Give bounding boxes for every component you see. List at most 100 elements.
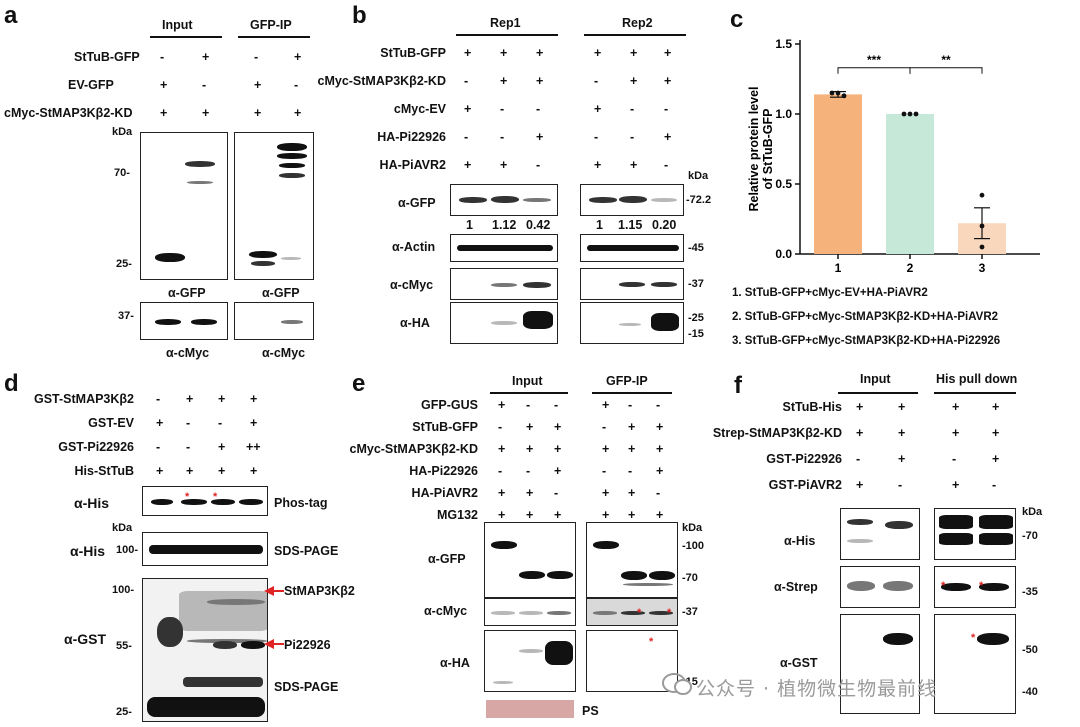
blot-rep1-actin — [450, 234, 558, 262]
antibody-label: α-cMyc — [262, 346, 306, 360]
row-label: cMyc-StMAP3Kβ2-KD — [4, 106, 133, 120]
arrows — [264, 586, 284, 649]
blot-sds-his — [142, 532, 268, 566]
kda-label: kDa — [112, 126, 133, 138]
sign: - — [554, 486, 559, 500]
mw-marker: -37 — [682, 606, 698, 618]
sign: - — [500, 102, 505, 116]
sign: + — [526, 508, 534, 522]
legend-entry: 2. StTuB-GFP+cMyc-StMAP3Kβ2-KD+HA-PiAVR2 — [732, 311, 999, 323]
row-label: cMyc-EV — [393, 102, 446, 116]
sign: - — [156, 392, 161, 406]
sign: - — [628, 464, 633, 478]
antibody-label: α-His — [74, 495, 110, 511]
sign: - — [594, 130, 599, 144]
row-label: MG132 — [437, 508, 478, 522]
row-label: cMyc-StMAP3Kβ2-KD — [317, 74, 447, 88]
antibody-label: α-Actin — [392, 240, 436, 254]
sign: + — [218, 392, 226, 406]
sign: - — [498, 420, 503, 434]
y-axis-label: Relative protein level — [747, 86, 761, 211]
sign: - — [160, 50, 165, 64]
mw-marker: 100- — [116, 544, 139, 556]
sign: + — [526, 486, 534, 500]
sign: - — [536, 158, 541, 172]
blot-pull-his — [934, 508, 1016, 560]
sign: + — [554, 442, 562, 456]
panel-letter-b: b — [352, 2, 367, 29]
sign: - — [500, 130, 505, 144]
sign: - — [526, 464, 531, 478]
sign: + — [594, 102, 602, 116]
note-phostag: Phos-tag — [274, 496, 328, 510]
row-label: GST-EV — [88, 416, 134, 430]
sign: + — [992, 400, 1000, 414]
mw-marker: 70- — [114, 167, 130, 179]
mw-marker: 100- — [112, 584, 135, 596]
blot-pull-strep: * * — [934, 566, 1016, 608]
mw-marker: -40 — [1022, 686, 1038, 698]
data-point — [907, 111, 913, 117]
mw-marker: 25- — [116, 706, 132, 718]
sign: + — [952, 400, 960, 414]
row-label: HA-Pi22926 — [409, 464, 478, 478]
antibody-label: α-GFP — [428, 552, 466, 566]
quant-value: 1.15 — [618, 218, 643, 232]
sign: - — [218, 416, 223, 430]
blot-rep1-gfp — [450, 184, 558, 216]
sign: - — [594, 74, 599, 88]
antibody-label: α-His — [70, 543, 106, 559]
sign: + — [160, 106, 168, 120]
sign: - — [656, 398, 661, 412]
bar-2 — [886, 114, 934, 254]
input-header: Input — [512, 374, 543, 388]
row-label: HA-PiAVR2 — [379, 158, 446, 172]
sign: + — [664, 74, 672, 88]
ps-label: PS — [582, 704, 599, 718]
kda-label: kDa — [688, 170, 709, 182]
data-point — [979, 244, 985, 250]
mw-marker: -15 — [688, 328, 704, 340]
significance-label: *** — [867, 53, 881, 67]
significance-bracket — [909, 67, 983, 74]
sign: + — [602, 442, 610, 456]
blot-pull-gst: * — [934, 614, 1016, 714]
sign: + — [554, 508, 562, 522]
sign: - — [254, 50, 259, 64]
sign: + — [628, 420, 636, 434]
note-sds-gst: SDS-PAGE — [274, 680, 339, 694]
blot-rep2-gfp — [580, 184, 684, 216]
ponceau-stain — [486, 700, 574, 718]
blot-ip-cmyc: * * — [586, 598, 678, 626]
blot-rep2-actin — [580, 234, 684, 262]
sign: + — [656, 464, 664, 478]
sign: + — [498, 398, 506, 412]
row-label: cMyc-StMAP3Kβ2-KD — [349, 442, 479, 456]
blot-ip-cmyc — [234, 302, 314, 340]
data-point — [913, 111, 919, 117]
sign: - — [464, 130, 469, 144]
watermark-text: 公众号 · 植物微生物最前线 — [696, 678, 938, 700]
sign: + — [526, 442, 534, 456]
sign: + — [856, 400, 864, 414]
sign: - — [630, 130, 635, 144]
blot-gst — [142, 578, 268, 722]
rep1-bracket — [456, 34, 558, 36]
antibody-label: α-HA — [400, 316, 430, 330]
sign: + — [500, 74, 508, 88]
sign: + — [656, 442, 664, 456]
quant-value: 1.12 — [492, 218, 517, 232]
row-label: His-StTuB — [74, 464, 135, 478]
x-tick-label: 1 — [835, 261, 842, 275]
sign: + — [250, 392, 258, 406]
sign: - — [992, 478, 997, 492]
sign: + — [554, 464, 562, 478]
antibody-label: α-His — [784, 534, 816, 548]
sign: + — [656, 508, 664, 522]
pull-bracket — [934, 392, 1016, 394]
blot-input-gst — [840, 614, 920, 714]
mw-marker: -37 — [688, 278, 704, 290]
sign: - — [498, 464, 503, 478]
sign: + — [992, 426, 1000, 440]
sign: - — [602, 420, 607, 434]
